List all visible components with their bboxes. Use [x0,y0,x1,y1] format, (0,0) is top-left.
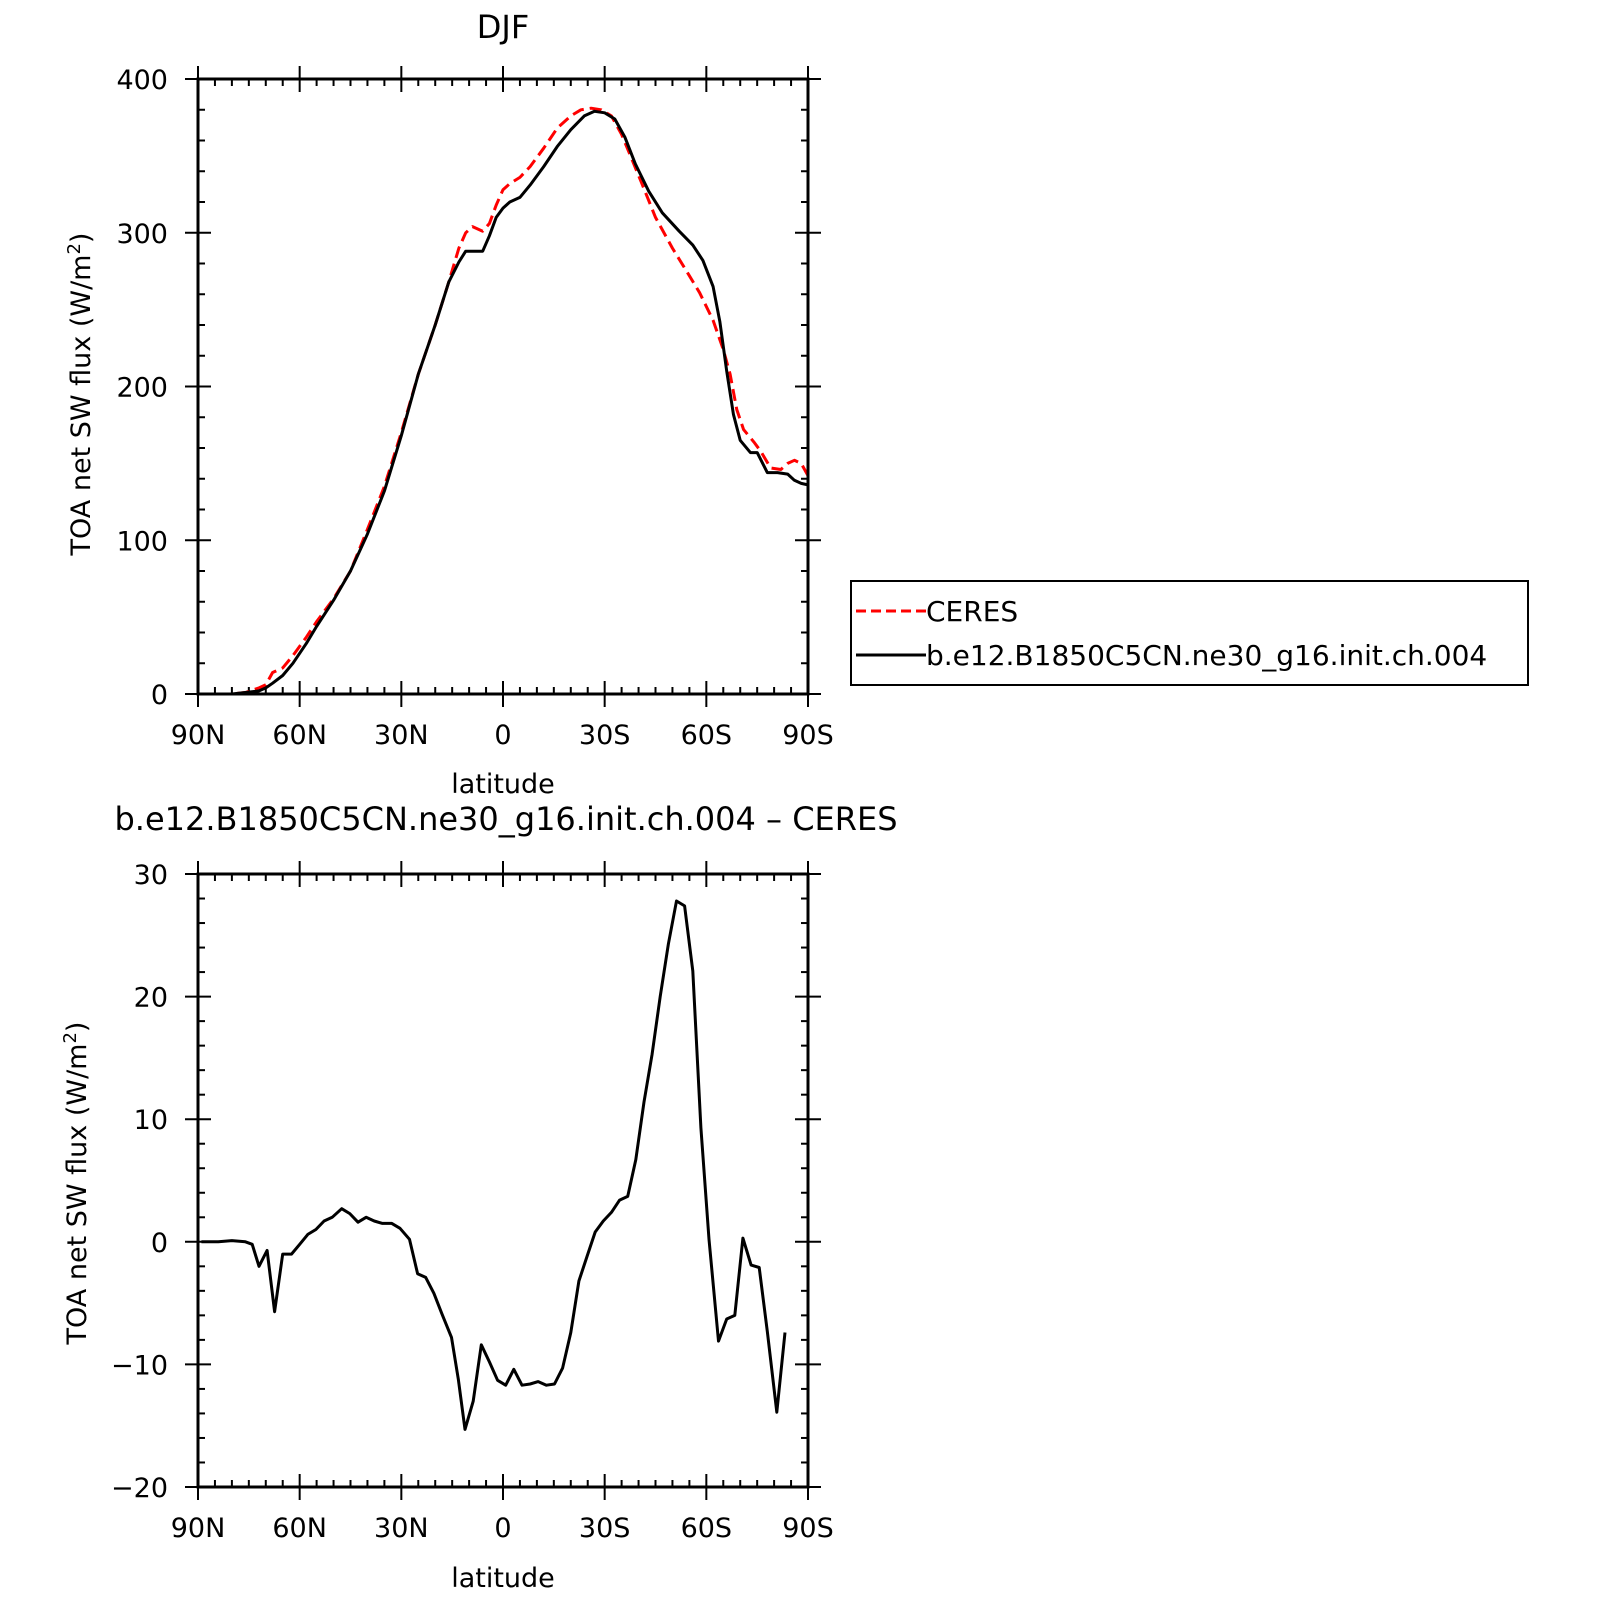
top-y-tick-label: 200 [116,373,168,404]
bottom-plot-frame [196,872,810,1489]
top-y-tick-label: 0 [151,680,168,711]
top-x-tick-label: 30N [374,720,429,751]
bottom-panel: b.e12.B1850C5CN.ne30_g16.init.ch.004 – C… [60,800,898,1594]
bottom-x-tick-label: 0 [494,1513,511,1544]
bottom-plot-area: 90N 60N 30N 0 30S 60S 90S −20 −10 0 10 20 30 [111,860,834,1544]
top-plot-frame [196,77,810,696]
bottom-x-tick-label: 60S [681,1513,733,1544]
top-y-tick-label: 100 [116,526,168,557]
bottom-y-tick-label: 0 [151,1228,168,1259]
legend-label-ceres: CERES [926,595,1018,628]
bottom-y-tick-label: −10 [111,1350,168,1381]
top-x-tick-label: 90N [171,720,226,751]
top-x-tick-label: 0 [494,720,511,751]
legend-box [850,580,1529,686]
top-panel: DJF 90N 60N 30N 0 30S 60S 90S 0 100 200 300 400 lat… [64,8,1529,800]
top-x-tick-label: 60S [681,720,733,751]
bottom-y-tick-label: −20 [111,1473,168,1504]
bottom-panel-title: b.e12.B1850C5CN.ne30_g16.init.ch.004 – C… [114,800,897,838]
bottom-x-tick-label: 60N [272,1513,327,1544]
top-y-axis-title-close: ) [66,233,97,244]
bottom-y-axis-title-close: ) [62,1022,93,1033]
top-y-axis-title-main: TOA net SW flux (W/m [66,255,97,557]
bottom-x-tick-label: 30N [374,1513,429,1544]
legend: CERES b.e12.B1850C5CN.ne30_g16.init.ch.0… [850,580,1529,686]
bottom-y-axis-title: TOA net SW flux (W/m2) [60,1022,93,1346]
top-x-tick-label: 90S [782,720,834,751]
bottom-x-tick-label: 30S [579,1513,631,1544]
legend-label-model: b.e12.B1850C5CN.ne30_g16.init.ch.004 [926,639,1487,672]
bottom-y-tick-label: 20 [134,983,168,1014]
bottom-y-tick-label: 30 [134,860,168,891]
top-x-tick-label: 60N [272,720,327,751]
top-series-line-1 [201,109,809,696]
top-x-axis-title: latitude [451,769,555,800]
top-y-axis-title: TOA net SW flux (W/m2) [64,233,97,557]
top-y-tick-label: 400 [116,65,168,96]
bottom-x-tick-label: 90S [782,1513,834,1544]
top-panel-title: DJF [477,8,529,46]
top-x-tick-label: 30S [579,720,631,751]
bottom-x-axis-title: latitude [451,1563,555,1594]
top-y-tick-label: 300 [116,219,168,250]
top-plot-area: 90N 60N 30N 0 30S 60S 90S 0 100 200 300 400 [116,65,833,751]
bottom-x-tick-label: 90N [171,1513,226,1544]
top-y-axis-title-sup: 2 [64,243,85,254]
bottom-y-axis-title-sup: 2 [60,1032,81,1043]
bottom-series-line-0 [201,899,787,1431]
bottom-y-axis-title-main: TOA net SW flux (W/m [62,1044,93,1346]
bottom-y-tick-label: 10 [134,1105,168,1136]
top-series-line-0 [201,106,810,696]
